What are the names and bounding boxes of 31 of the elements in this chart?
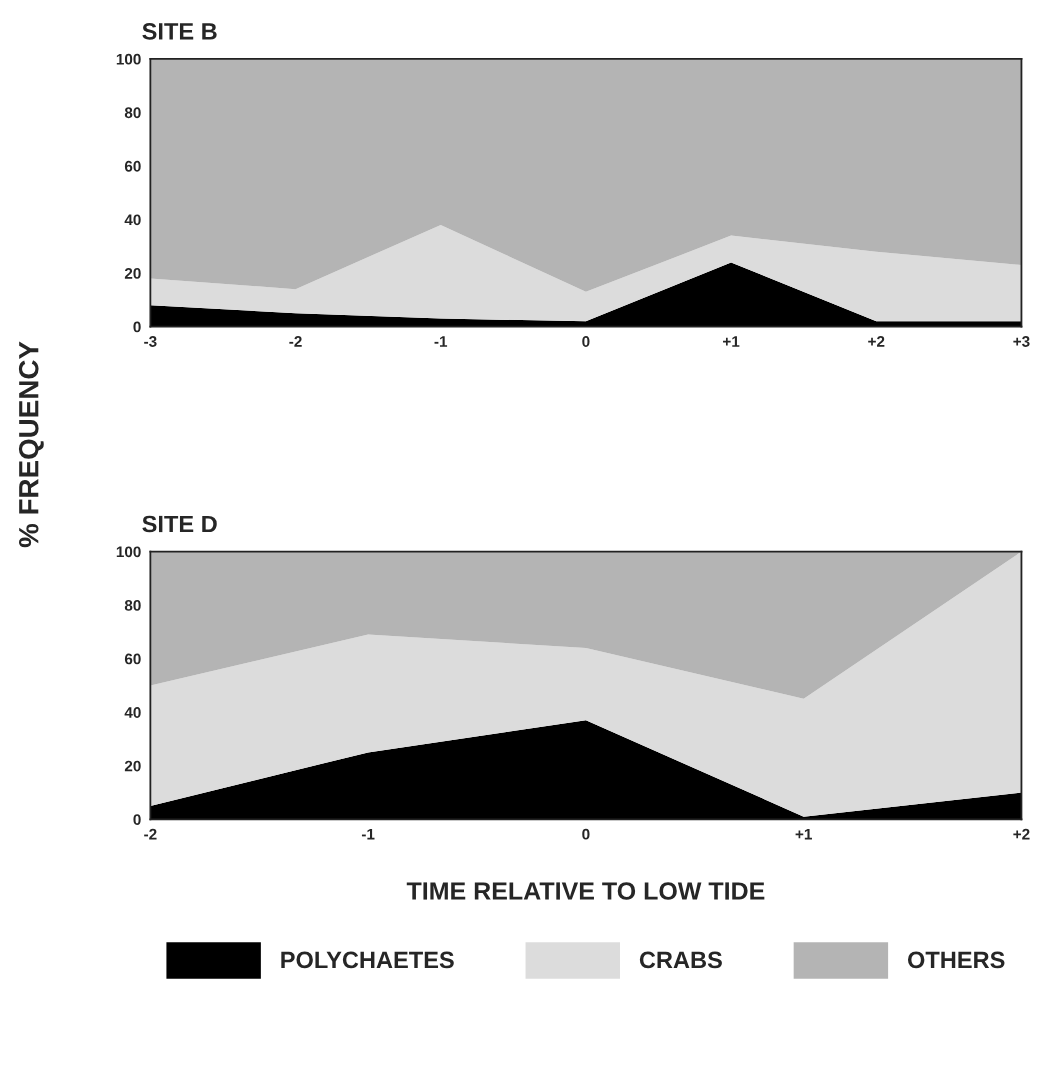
y-tick-label: 40 (124, 214, 141, 226)
x-tick-label: +3 (1013, 336, 1030, 347)
y-tick-label: 20 (124, 267, 141, 279)
legend-label: OTHERS (907, 951, 1005, 969)
y-tick-label: 100 (116, 546, 141, 558)
x-tick-label: +2 (1013, 828, 1030, 840)
x-axis-title: TIME RELATIVE TO LOW TIDE (406, 882, 765, 900)
x-tick-label: +2 (868, 336, 885, 347)
x-tick-label: -1 (434, 336, 448, 347)
y-tick-label: 100 (116, 53, 141, 65)
x-tick-label: 0 (582, 336, 590, 347)
y-tick-label: 0 (133, 814, 141, 825)
x-tick-label: -1 (361, 828, 375, 840)
y-tick-label: 20 (124, 760, 141, 772)
x-tick-label: -2 (289, 336, 302, 347)
chart-title: SITE D (142, 515, 217, 533)
x-tick-label: +1 (795, 828, 812, 840)
x-tick-label: 0 (582, 828, 590, 840)
y-tick-label: 60 (124, 653, 141, 665)
x-tick-label: +1 (723, 336, 740, 347)
y-axis-title: % FREQUENCY (18, 341, 44, 548)
legend-label: POLYCHAETES (281, 951, 454, 969)
y-tick-label: 40 (124, 707, 141, 718)
x-tick-label: -2 (144, 828, 157, 840)
legend-label: CRABS (639, 951, 722, 969)
chart-title: SITE B (142, 22, 217, 40)
x-tick-label: -3 (144, 336, 157, 347)
y-tick-label: 60 (124, 160, 141, 172)
y-tick-label: 80 (124, 599, 141, 611)
y-tick-label: 0 (133, 321, 141, 333)
y-tick-label: 80 (124, 107, 141, 119)
